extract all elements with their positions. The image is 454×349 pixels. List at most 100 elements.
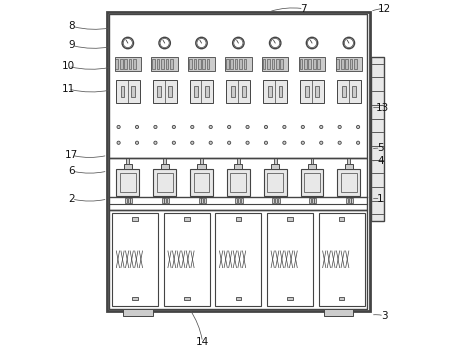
Text: 17: 17: [65, 150, 79, 160]
Bar: [227, 80, 250, 103]
Circle shape: [227, 125, 231, 128]
Bar: [157, 173, 173, 192]
Circle shape: [154, 125, 157, 128]
Bar: [116, 80, 140, 103]
Bar: [337, 169, 360, 196]
Bar: [166, 59, 168, 69]
Bar: [188, 57, 215, 71]
Circle shape: [301, 141, 305, 144]
Bar: [267, 213, 313, 306]
Bar: [277, 198, 280, 203]
Circle shape: [301, 125, 305, 128]
Bar: [162, 198, 164, 203]
Bar: [308, 164, 316, 169]
Bar: [339, 297, 344, 300]
Bar: [316, 86, 319, 97]
Bar: [207, 59, 209, 69]
Bar: [339, 217, 344, 221]
Bar: [151, 57, 178, 71]
Bar: [287, 217, 293, 221]
Circle shape: [283, 125, 286, 128]
Bar: [336, 59, 339, 69]
Bar: [312, 198, 314, 203]
Bar: [304, 59, 307, 69]
Bar: [215, 213, 262, 306]
Bar: [268, 86, 272, 97]
Bar: [271, 164, 279, 169]
Bar: [346, 198, 348, 203]
Bar: [305, 86, 309, 97]
Bar: [107, 12, 370, 311]
Bar: [152, 59, 155, 69]
Bar: [128, 198, 129, 203]
Bar: [168, 86, 172, 97]
Bar: [133, 297, 138, 300]
Text: 9: 9: [69, 40, 75, 50]
Bar: [319, 213, 365, 306]
Bar: [352, 86, 356, 97]
Circle shape: [227, 141, 231, 144]
Bar: [262, 57, 288, 71]
Text: 1: 1: [377, 194, 384, 204]
Bar: [125, 198, 127, 203]
Bar: [371, 57, 384, 221]
Text: 13: 13: [375, 103, 389, 113]
Bar: [349, 198, 350, 203]
Bar: [193, 59, 196, 69]
Bar: [163, 158, 166, 164]
Bar: [227, 169, 250, 196]
Bar: [235, 198, 237, 203]
Bar: [337, 80, 361, 103]
Bar: [317, 59, 320, 69]
Bar: [189, 80, 213, 103]
Bar: [124, 59, 127, 69]
Bar: [238, 198, 240, 203]
Circle shape: [172, 125, 175, 128]
Circle shape: [117, 141, 120, 144]
Bar: [194, 86, 198, 97]
Bar: [272, 198, 274, 203]
Bar: [190, 169, 213, 196]
Bar: [121, 86, 124, 97]
Bar: [128, 59, 131, 69]
Bar: [189, 59, 192, 69]
Bar: [161, 164, 169, 169]
Bar: [263, 59, 266, 69]
Bar: [239, 59, 242, 69]
Bar: [263, 80, 287, 103]
Circle shape: [135, 125, 138, 128]
Circle shape: [356, 141, 360, 144]
Bar: [235, 59, 237, 69]
Circle shape: [338, 125, 341, 128]
Bar: [342, 86, 345, 97]
Bar: [133, 59, 136, 69]
Bar: [158, 86, 161, 97]
Bar: [116, 169, 139, 196]
Bar: [109, 14, 367, 158]
Circle shape: [191, 125, 194, 128]
Bar: [341, 59, 344, 69]
Text: 14: 14: [196, 337, 209, 347]
Bar: [313, 59, 316, 69]
Bar: [112, 213, 158, 306]
Bar: [153, 80, 177, 103]
Bar: [200, 158, 203, 164]
Bar: [205, 86, 209, 97]
Bar: [281, 59, 283, 69]
Bar: [109, 14, 367, 309]
Circle shape: [264, 125, 267, 128]
Circle shape: [246, 125, 249, 128]
Bar: [124, 164, 132, 169]
Bar: [351, 198, 353, 203]
Bar: [244, 59, 247, 69]
Circle shape: [117, 125, 120, 128]
Bar: [226, 59, 229, 69]
Bar: [236, 297, 241, 300]
Bar: [275, 198, 277, 203]
Bar: [236, 217, 241, 221]
Text: 2: 2: [69, 194, 75, 204]
Bar: [123, 309, 153, 316]
Bar: [198, 59, 201, 69]
Bar: [267, 59, 270, 69]
Bar: [279, 86, 282, 97]
